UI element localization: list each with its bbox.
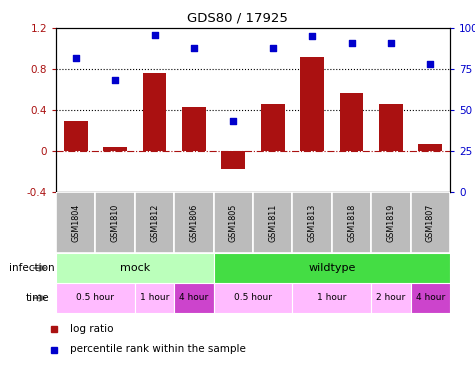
Bar <box>56 283 135 313</box>
Point <box>269 45 276 51</box>
Bar <box>300 57 324 151</box>
Bar <box>174 283 214 313</box>
Bar <box>182 107 206 151</box>
Bar <box>64 121 87 151</box>
Text: GSM1813: GSM1813 <box>308 203 317 242</box>
Bar <box>56 253 214 283</box>
Bar <box>135 192 174 253</box>
Bar <box>214 192 253 253</box>
Point <box>308 33 316 39</box>
Point <box>229 119 237 124</box>
Bar <box>379 104 403 151</box>
Point <box>427 61 434 67</box>
Text: mock: mock <box>120 263 150 273</box>
Text: log ratio: log ratio <box>70 324 114 333</box>
Bar <box>410 192 450 253</box>
Bar <box>221 151 245 169</box>
Text: 4 hour: 4 hour <box>416 294 445 303</box>
Text: time: time <box>26 293 50 303</box>
Bar <box>261 104 285 151</box>
Text: 4 hour: 4 hour <box>179 294 209 303</box>
Text: infection: infection <box>10 263 55 273</box>
Point <box>387 40 395 46</box>
Text: GSM1805: GSM1805 <box>229 203 238 242</box>
Bar <box>293 283 371 313</box>
Text: GSM1811: GSM1811 <box>268 203 277 242</box>
Bar <box>174 192 214 253</box>
Text: 0.5 hour: 0.5 hour <box>76 294 114 303</box>
Bar <box>371 192 410 253</box>
Bar <box>410 283 450 313</box>
Bar <box>95 192 135 253</box>
Point <box>348 40 355 46</box>
Bar <box>103 147 127 151</box>
Text: 1 hour: 1 hour <box>140 294 169 303</box>
Point <box>190 45 198 51</box>
Bar <box>340 93 363 151</box>
Text: 1 hour: 1 hour <box>317 294 346 303</box>
Bar <box>371 283 410 313</box>
Point <box>111 78 119 83</box>
Text: GSM1807: GSM1807 <box>426 203 435 242</box>
Bar <box>135 283 174 313</box>
Text: wildtype: wildtype <box>308 263 355 273</box>
Point <box>151 31 158 37</box>
Bar <box>56 192 95 253</box>
Bar <box>253 192 293 253</box>
Text: 0.5 hour: 0.5 hour <box>234 294 272 303</box>
Text: GSM1806: GSM1806 <box>190 203 199 242</box>
Text: GSM1819: GSM1819 <box>386 203 395 242</box>
Bar <box>142 73 166 151</box>
Text: percentile rank within the sample: percentile rank within the sample <box>70 344 246 355</box>
Text: GSM1810: GSM1810 <box>111 203 120 242</box>
Text: 2 hour: 2 hour <box>376 294 406 303</box>
Point <box>72 55 79 60</box>
Text: GDS80 / 17925: GDS80 / 17925 <box>187 11 288 25</box>
Text: GSM1812: GSM1812 <box>150 203 159 242</box>
Text: GSM1804: GSM1804 <box>71 203 80 242</box>
Bar <box>214 253 450 283</box>
Bar <box>332 192 371 253</box>
Text: GSM1818: GSM1818 <box>347 203 356 242</box>
Bar <box>293 192 332 253</box>
Bar <box>214 283 293 313</box>
Bar <box>418 144 442 151</box>
